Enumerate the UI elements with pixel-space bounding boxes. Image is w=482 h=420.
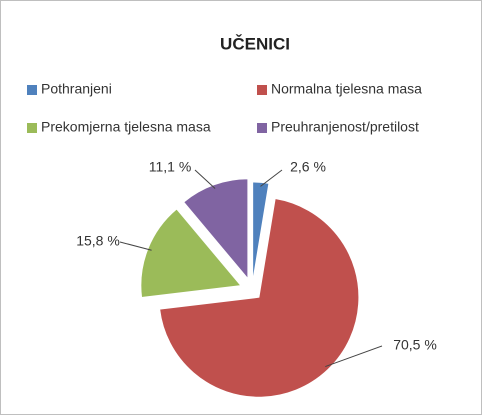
pie-slice [252,181,270,283]
leader-line [260,169,283,187]
leader-line [119,241,152,251]
leader-line [325,345,383,368]
chart-title: UČENICI [220,34,290,53]
legend-label: Preuhranjenost/pretilost [271,119,419,135]
legend-swatch [257,123,267,133]
data-label: 2,6 % [290,159,326,175]
legend-label: Prekomjerna tjelesna masa [41,119,211,135]
legend-swatch [27,85,37,95]
legend-label: Pothranjeni [41,81,112,97]
data-label: 70,5 % [393,337,437,353]
data-label: 11,1 % [149,159,192,175]
legend-label: Normalna tjelesna masa [271,81,422,97]
pie-slice [159,197,360,398]
pie-slice [182,178,249,281]
legend-swatch [257,85,267,95]
leader-line [194,169,216,189]
data-label: 15,8 % [76,233,120,249]
legend-swatch [27,123,37,133]
